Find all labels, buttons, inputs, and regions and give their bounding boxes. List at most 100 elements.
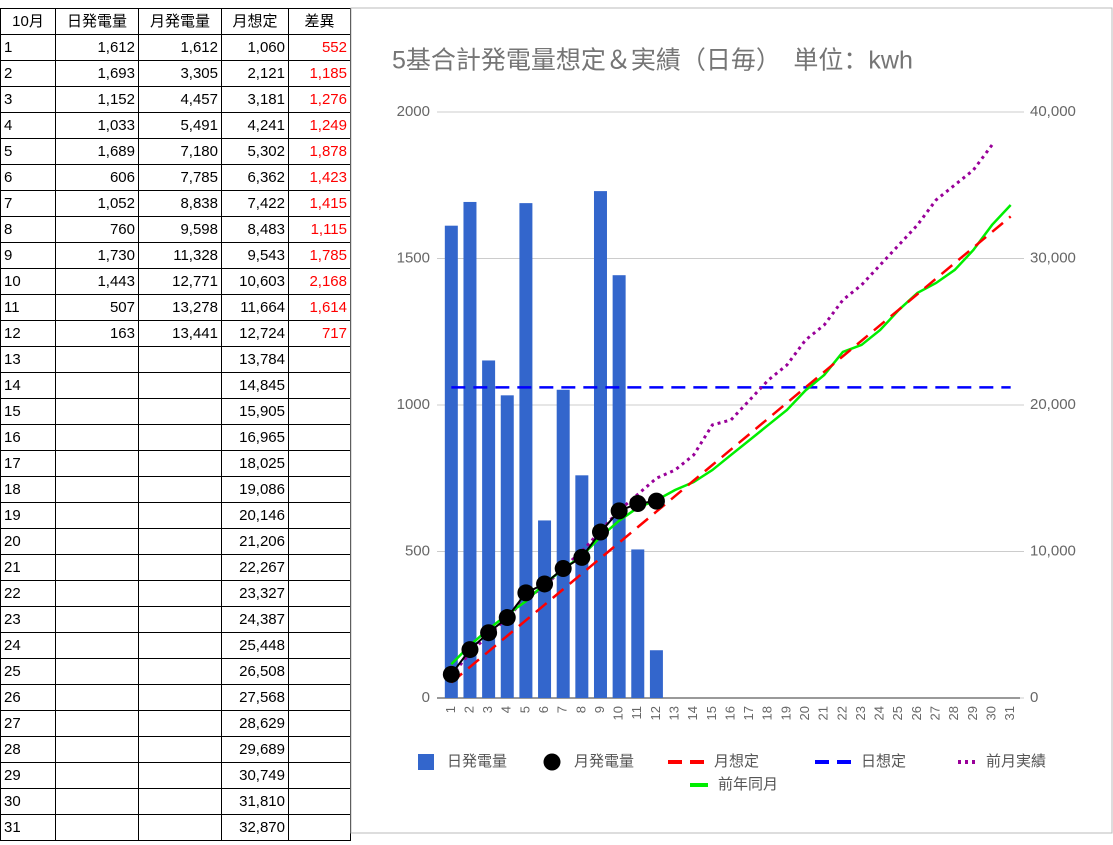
table-cell: 1,152 (55, 86, 139, 113)
table-cell: 1,033 (55, 112, 139, 139)
dot (610, 502, 628, 520)
dot (647, 492, 665, 510)
table-cell: 15,905 (221, 398, 289, 425)
table-cell: 1,185 (288, 60, 351, 87)
series-line (450, 215, 1012, 684)
table-cell (288, 476, 351, 503)
table-cell: 24,387 (221, 606, 289, 633)
table-cell: 1,612 (55, 34, 139, 61)
table-cell (288, 814, 351, 841)
table-cell (288, 684, 351, 711)
table-cell (138, 450, 222, 477)
x-tick-label: 10 (611, 706, 626, 720)
table-cell (138, 632, 222, 659)
table-cell: 10,603 (221, 268, 289, 295)
table-row: 26 27,568 (0, 684, 351, 711)
x-tick-label: 25 (890, 706, 905, 720)
table-cell: 16,965 (221, 424, 289, 451)
table-cell: 507 (55, 294, 139, 321)
x-tick-label: 2 (461, 706, 476, 713)
table-row: 5 1,689 7,180 5,302 1,878 (0, 138, 351, 165)
table-cell: 8 (0, 216, 56, 243)
y2-tick-label: 20,000 (1030, 396, 1076, 413)
table-cell (138, 658, 222, 685)
table-cell: 20 (0, 528, 56, 555)
table-cell: 552 (288, 34, 351, 61)
y2-tick-label: 10,000 (1030, 542, 1076, 559)
table-cell: 4,457 (138, 86, 222, 113)
legend-label: 月発電量 (574, 753, 634, 770)
table-cell: 1,730 (55, 242, 139, 269)
table-row: 1 1,612 1,612 1,060 552 (0, 34, 351, 61)
table-cell: 30 (0, 788, 56, 815)
header-cell: 10月 (0, 8, 56, 35)
table-cell (288, 346, 351, 373)
bar (575, 475, 589, 698)
table-cell: 14,845 (221, 372, 289, 399)
x-tick-label: 12 (648, 706, 663, 720)
table-row: 6 606 7,785 6,362 1,423 (0, 164, 351, 191)
x-tick-label: 11 (629, 706, 644, 720)
legend-label: 前年同月 (718, 776, 778, 793)
table-cell: 20,146 (221, 502, 289, 529)
table-cell: 27,568 (221, 684, 289, 711)
dot (629, 494, 647, 512)
table-cell: 5,491 (138, 112, 222, 139)
x-tick-label: 21 (816, 706, 831, 720)
x-tick-label: 19 (778, 706, 793, 720)
table-cell: 23 (0, 606, 56, 633)
table-cell (55, 528, 139, 555)
table-row: 22 23,327 (0, 580, 351, 607)
table-cell: 760 (55, 216, 139, 243)
table-cell: 19,086 (221, 476, 289, 503)
header-row: 10月 日発電量 月発電量 月想定 差異 (0, 8, 351, 35)
table-row: 18 19,086 (0, 476, 351, 503)
y2-tick-label: 40,000 (1030, 103, 1076, 120)
table-cell: 23,327 (221, 580, 289, 607)
table-cell: 31,810 (221, 788, 289, 815)
bar (482, 360, 496, 698)
table-cell: 5 (0, 138, 56, 165)
table-cell: 1,689 (55, 138, 139, 165)
header-cell: 月想定 (221, 8, 289, 35)
table-cell: 28 (0, 736, 56, 763)
table-cell (55, 762, 139, 789)
table-row: 30 31,810 (0, 788, 351, 815)
table-cell: 31 (0, 814, 56, 841)
table-cell: 4 (0, 112, 56, 139)
table-cell: 15 (0, 398, 56, 425)
x-tick-label: 24 (872, 706, 887, 720)
x-tick-label: 13 (667, 706, 682, 720)
table-row: 31 32,870 (0, 814, 351, 841)
table-cell: 21 (0, 554, 56, 581)
x-tick-label: 16 (722, 706, 737, 720)
bar (612, 275, 626, 698)
bar (463, 201, 477, 699)
table-cell: 12 (0, 320, 56, 347)
dot (591, 523, 609, 541)
table-cell (55, 814, 139, 841)
header-cell: 差異 (288, 8, 351, 35)
dot (573, 548, 591, 566)
x-tick-label: 31 (1002, 706, 1017, 720)
table-cell: 4,241 (221, 112, 289, 139)
bar (556, 389, 570, 698)
x-tick-label: 14 (685, 706, 700, 720)
legend-label: 日発電量 (447, 753, 507, 770)
x-tick-label: 23 (853, 706, 868, 720)
table-cell: 21,206 (221, 528, 289, 555)
x-tick-label: 5 (517, 706, 532, 713)
table-cell: 7,785 (138, 164, 222, 191)
table-cell: 7,422 (221, 190, 289, 217)
table-cell: 1,785 (288, 242, 351, 269)
table-cell: 26,508 (221, 658, 289, 685)
table-cell: 12,771 (138, 268, 222, 295)
table-row: 25 26,508 (0, 658, 351, 685)
table-row: 16 16,965 (0, 424, 351, 451)
table-cell: 1,443 (55, 268, 139, 295)
x-tick-label: 17 (741, 706, 756, 720)
y-tick-label: 1000 (397, 396, 430, 413)
dot (461, 641, 479, 659)
y2-tick-label: 0 (1030, 689, 1038, 706)
table-cell: 1,612 (138, 34, 222, 61)
